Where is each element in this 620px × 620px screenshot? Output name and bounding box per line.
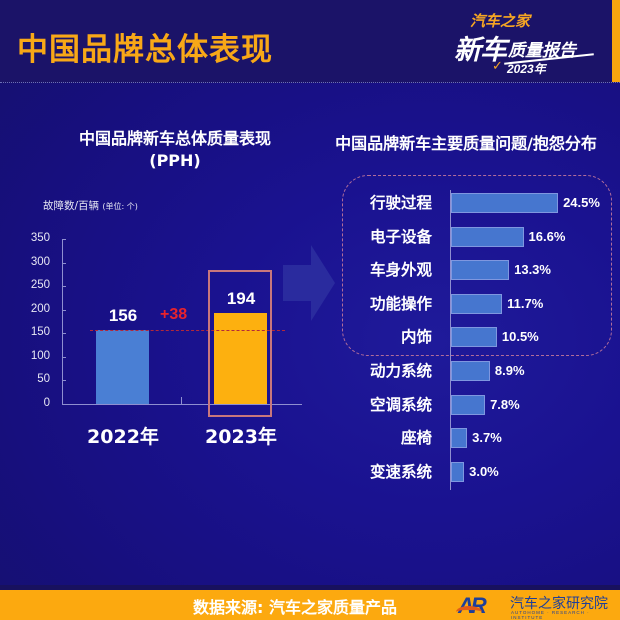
x-axis: [62, 404, 302, 405]
complaint-value-label: 7.8%: [490, 396, 520, 412]
h-chart-axis: [450, 190, 451, 490]
y-tick-label: 150: [30, 326, 50, 339]
complaint-value-label: 8.9%: [494, 363, 525, 378]
institute-name: 汽车之家研究院: [510, 596, 608, 612]
complaint-bar: [451, 226, 524, 247]
y-tick-label: 50: [37, 373, 50, 386]
right-chart-title: 中国品牌新车主要质量问题/抱怨分布: [335, 134, 597, 153]
complaint-row: 电子设备 16.6%: [330, 225, 620, 249]
complaint-row: 空调系统 7.8%: [330, 393, 620, 417]
complaint-bar: [451, 260, 510, 281]
complaint-category-label: 空调系统: [369, 395, 432, 414]
complaint-row: 行驶过程 24.5%: [330, 191, 620, 215]
y-tick: [62, 309, 66, 311]
report-logo: 汽车之家 新车 质量报告 ✓ 2023年: [452, 8, 602, 78]
y-tick-label: 300: [30, 255, 50, 268]
top5-highlight-box: [342, 175, 612, 356]
arrow-right-icon: [283, 245, 335, 321]
complaint-value-label: 11.7%: [507, 295, 544, 311]
complaint-bar: [451, 361, 490, 381]
left-chart-title: 中国品牌新车总体质量表现 (PPH): [40, 128, 310, 172]
bar-2022年: [96, 330, 149, 404]
y-tick-label: 200: [30, 302, 50, 315]
footer-divider: [0, 585, 620, 590]
complaint-value-label: 24.5%: [563, 195, 600, 210]
complaint-row: 功能操作 11.7%: [330, 292, 620, 316]
complaint-value-label: 16.6%: [528, 228, 566, 244]
y-tick: [62, 239, 66, 240]
logo-year: 2023年: [507, 62, 546, 76]
complaint-category-label: 电子设备: [369, 227, 432, 246]
difference-label: +38: [160, 306, 188, 323]
y-axis: [62, 239, 63, 405]
y-tick: [62, 262, 66, 264]
complaint-category-label: 功能操作: [369, 294, 432, 313]
complaint-category-label: 车身外观: [369, 261, 432, 280]
check-icon: ✓: [492, 58, 503, 73]
left-chart-title-line2: (PPH): [149, 151, 201, 170]
logo-brand: 汽车之家: [470, 12, 531, 30]
y-tick: [62, 333, 66, 335]
x-category-label: 2022年: [87, 426, 159, 448]
x-tick: [181, 397, 182, 404]
complaint-bar: [451, 394, 486, 415]
complaint-value-label: 3.0%: [469, 463, 499, 479]
header-accent-strip: [612, 0, 620, 82]
y-tick: [62, 404, 66, 405]
complaint-category-label: 内饰: [400, 328, 432, 347]
complaint-row: 变速系统 3.0%: [330, 460, 620, 484]
page-title: 中国品牌总体表现: [17, 32, 273, 68]
complaint-bar: [451, 193, 559, 213]
y-tick-label: 250: [30, 279, 50, 292]
ar-logo-arc: [456, 606, 482, 618]
complaint-bar: [451, 461, 465, 482]
logo-main: 新车: [454, 35, 507, 66]
y-tick: [62, 286, 66, 288]
highlight-2023-box: [208, 270, 272, 417]
complaint-row: 内饰 10.5%: [330, 325, 620, 349]
y-axis-label-text: 故障数/百辆: [43, 200, 100, 212]
complaint-value-label: 10.5%: [501, 329, 539, 345]
y-tick-label: 100: [30, 349, 50, 362]
y-tick-label: 350: [30, 232, 50, 244]
complaint-row: 车身外观 13.3%: [330, 258, 620, 282]
data-source: 数据来源: 汽车之家质量产品: [193, 598, 397, 617]
y-axis-unit: (单位: 个): [102, 202, 138, 211]
y-axis-label: 故障数/百辆 (单位: 个): [43, 198, 138, 213]
bar-value-label: 156: [108, 306, 138, 326]
complaint-category-label: 变速系统: [369, 462, 432, 481]
footer: 数据来源: 汽车之家质量产品 AR 汽车之家研究院 AUTOHOME · RES…: [0, 590, 620, 620]
complaint-bar: [451, 327, 497, 348]
bar-2023年: [214, 312, 267, 404]
complaint-category-label: 行驶过程: [369, 194, 432, 212]
y-tick: [62, 356, 66, 358]
y-tick-label: 0: [43, 397, 50, 409]
complaint-bar: [451, 293, 503, 314]
complaint-row: 座椅 3.7%: [330, 426, 620, 450]
complaint-value-label: 3.7%: [472, 430, 502, 446]
complaint-category-label: 动力系统: [369, 362, 432, 380]
bar-value-label: 194: [226, 288, 256, 308]
left-chart-title-line1: 中国品牌新车总体质量表现: [78, 129, 271, 148]
complaint-bar: [451, 428, 468, 449]
y-tick: [62, 380, 66, 382]
complaint-row: 动力系统 8.9%: [330, 359, 620, 383]
reference-dashed-line: [90, 330, 285, 331]
institute-name-en: AUTOHOME · RESEARCH · INSTITUTE: [511, 610, 590, 620]
complaint-category-label: 座椅: [400, 429, 432, 448]
x-category-label: 2023年: [205, 426, 277, 448]
complaint-value-label: 13.3%: [514, 262, 551, 278]
header: 中国品牌总体表现 汽车之家 新车 质量报告 ✓ 2023年: [0, 0, 620, 83]
